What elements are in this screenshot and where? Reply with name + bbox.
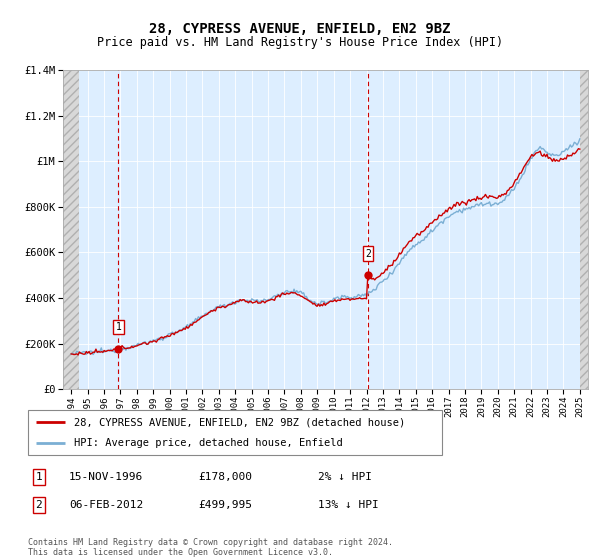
Bar [580,70,588,389]
Text: 15-NOV-1996: 15-NOV-1996 [69,472,143,482]
FancyBboxPatch shape [28,410,442,455]
Text: 2: 2 [35,500,43,510]
Bar [63,70,79,389]
Text: £499,995: £499,995 [198,500,252,510]
Text: Price paid vs. HM Land Registry's House Price Index (HPI): Price paid vs. HM Land Registry's House … [97,36,503,49]
Text: 06-FEB-2012: 06-FEB-2012 [69,500,143,510]
Text: 2% ↓ HPI: 2% ↓ HPI [318,472,372,482]
Text: 13% ↓ HPI: 13% ↓ HPI [318,500,379,510]
Text: 1: 1 [35,472,43,482]
Text: 28, CYPRESS AVENUE, ENFIELD, EN2 9BZ: 28, CYPRESS AVENUE, ENFIELD, EN2 9BZ [149,22,451,36]
Text: HPI: Average price, detached house, Enfield: HPI: Average price, detached house, Enfi… [74,437,343,447]
Text: Contains HM Land Registry data © Crown copyright and database right 2024.
This d: Contains HM Land Registry data © Crown c… [28,538,393,557]
Text: 28, CYPRESS AVENUE, ENFIELD, EN2 9BZ (detached house): 28, CYPRESS AVENUE, ENFIELD, EN2 9BZ (de… [74,417,405,427]
Text: £178,000: £178,000 [198,472,252,482]
Text: 2: 2 [365,249,371,259]
Text: 1: 1 [115,322,121,332]
